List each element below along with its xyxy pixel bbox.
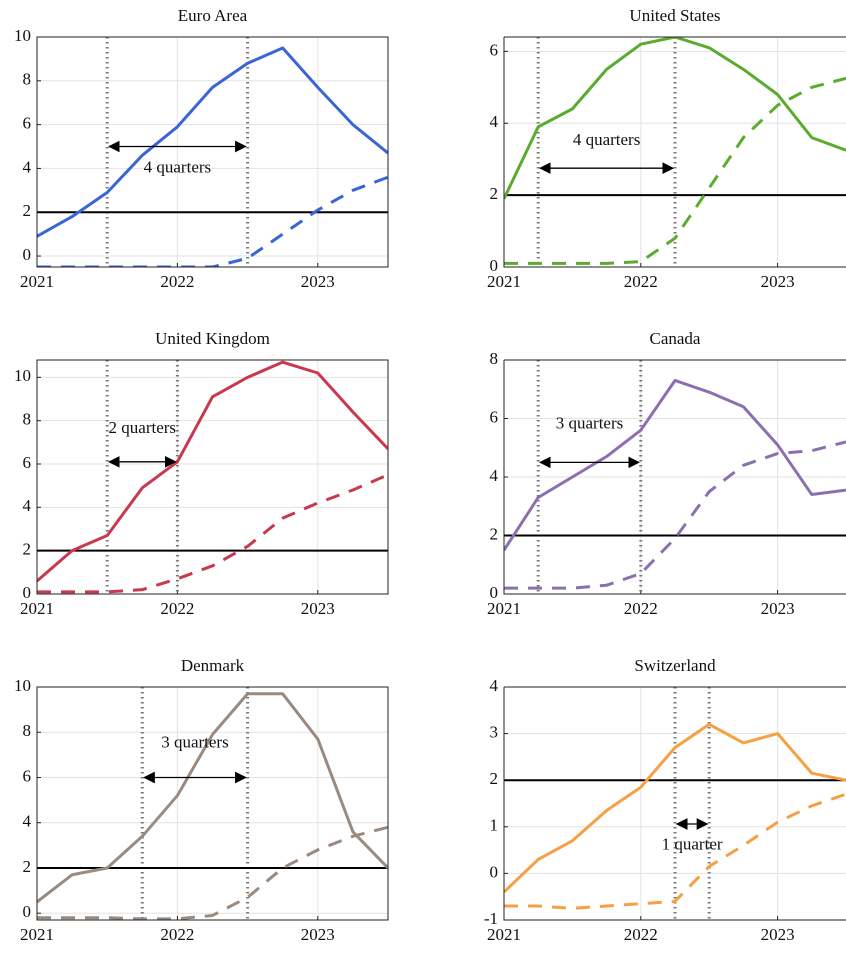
series-line — [504, 37, 846, 200]
plot-area — [37, 687, 388, 920]
panel-title: Euro Area — [178, 6, 248, 25]
plot-area — [504, 37, 846, 267]
y-tick-label: 0 — [23, 902, 32, 921]
series-line — [37, 473, 388, 594]
panel: Denmark 0 2 4 6 8 10 2021 2022 2023 3 quarters — [14, 656, 389, 944]
axes-frame — [36, 686, 389, 921]
panel: Switzerland -1 0 1 2 3 4 2021 2022 2023 1 quarter — [484, 656, 846, 944]
x-tick-label: 2022 — [624, 272, 658, 291]
y-tick-label: 1 — [490, 816, 499, 835]
annotation-text: 2 quarters — [109, 418, 177, 437]
series-line — [37, 825, 388, 920]
x-tick-label: 2022 — [160, 925, 194, 944]
y-tick-label: 10 — [14, 26, 31, 45]
plot-area — [37, 360, 388, 594]
plot-area — [504, 360, 846, 594]
y-tick-label: 4 — [490, 466, 499, 485]
y-tick-label: 0 — [490, 256, 499, 275]
y-tick-label: 10 — [14, 366, 31, 385]
y-tick-label: 3 — [490, 723, 499, 742]
y-tick-label: 0 — [23, 583, 32, 602]
y-tick-label: 4 — [490, 112, 499, 131]
axes-frame — [503, 36, 846, 268]
y-tick-label: 2 — [490, 184, 499, 203]
panel-title: Denmark — [181, 656, 245, 675]
x-tick-label: 2022 — [624, 599, 658, 618]
annotation-text: 4 quarters — [573, 130, 641, 149]
y-tick-label: 0 — [490, 862, 499, 881]
annotation-text: 3 quarters — [556, 413, 624, 432]
series-line — [504, 792, 846, 910]
y-tick-label: 8 — [23, 410, 32, 429]
plot-area — [504, 687, 846, 920]
x-tick-label: 2021 — [20, 925, 54, 944]
y-tick-label: 2 — [23, 201, 32, 220]
y-tick-label: 4 — [490, 676, 499, 695]
x-tick-label: 2021 — [487, 272, 521, 291]
panel-title: Canada — [650, 329, 701, 348]
series-line — [37, 360, 388, 583]
series-line — [504, 378, 846, 551]
y-tick-label: 4 — [23, 496, 32, 515]
y-tick-label: 4 — [23, 812, 32, 831]
panel: Canada 0 2 4 6 8 2021 2022 2023 3 quarters — [487, 329, 846, 618]
panel: Euro Area 0 2 4 6 8 10 2021 2022 2023 4 quarters — [14, 6, 389, 291]
panel: United States 0 2 4 6 2021 2022 2023 4 quarters — [487, 6, 846, 291]
x-tick-label: 2022 — [160, 272, 194, 291]
y-tick-label: 2 — [23, 540, 32, 559]
axes-frame — [503, 359, 846, 595]
y-tick-label: 2 — [23, 857, 32, 876]
y-tick-label: 8 — [23, 721, 32, 740]
annotation-text: 4 quarters — [144, 157, 212, 176]
panel-title: United States — [629, 6, 720, 25]
axes-frame — [36, 359, 389, 595]
annotation-text: 1 quarter — [662, 834, 723, 853]
series-line — [504, 440, 846, 590]
x-tick-label: 2023 — [301, 599, 335, 618]
x-tick-label: 2023 — [761, 599, 795, 618]
x-tick-label: 2022 — [624, 925, 658, 944]
series-line — [504, 722, 846, 894]
x-tick-label: 2021 — [20, 272, 54, 291]
y-tick-label: 10 — [14, 676, 31, 695]
y-tick-label: 8 — [490, 349, 499, 368]
y-tick-label: 2 — [490, 769, 499, 788]
x-tick-label: 2023 — [301, 272, 335, 291]
x-tick-label: 2021 — [20, 599, 54, 618]
y-tick-label: 0 — [23, 245, 32, 264]
panel: United Kingdom 0 2 4 6 8 10 2021 2022 2023 2 quart… — [14, 329, 389, 618]
panel-title: United Kingdom — [155, 329, 270, 348]
axes-frame — [503, 686, 846, 921]
y-tick-label: -1 — [484, 909, 498, 928]
y-tick-label: 0 — [490, 583, 499, 602]
x-tick-label: 2023 — [761, 925, 795, 944]
x-tick-label: 2023 — [761, 272, 795, 291]
y-tick-label: 6 — [490, 40, 499, 59]
y-tick-label: 4 — [23, 157, 32, 176]
series-line — [504, 76, 846, 265]
axes-frame — [36, 36, 389, 268]
plot-area — [37, 37, 388, 267]
x-tick-label: 2023 — [301, 925, 335, 944]
y-tick-label: 6 — [490, 407, 499, 426]
x-tick-label: 2022 — [160, 599, 194, 618]
y-tick-label: 6 — [23, 114, 32, 133]
x-tick-label: 2021 — [487, 925, 521, 944]
y-tick-label: 6 — [23, 453, 32, 472]
annotation-text: 3 quarters — [161, 732, 229, 751]
series-line — [37, 46, 388, 238]
series-line — [37, 692, 388, 904]
series-line — [37, 175, 388, 267]
x-tick-label: 2021 — [487, 599, 521, 618]
panel-title: Switzerland — [634, 656, 716, 675]
y-tick-label: 2 — [490, 524, 499, 543]
y-tick-label: 6 — [23, 766, 32, 785]
y-tick-label: 8 — [23, 70, 32, 89]
